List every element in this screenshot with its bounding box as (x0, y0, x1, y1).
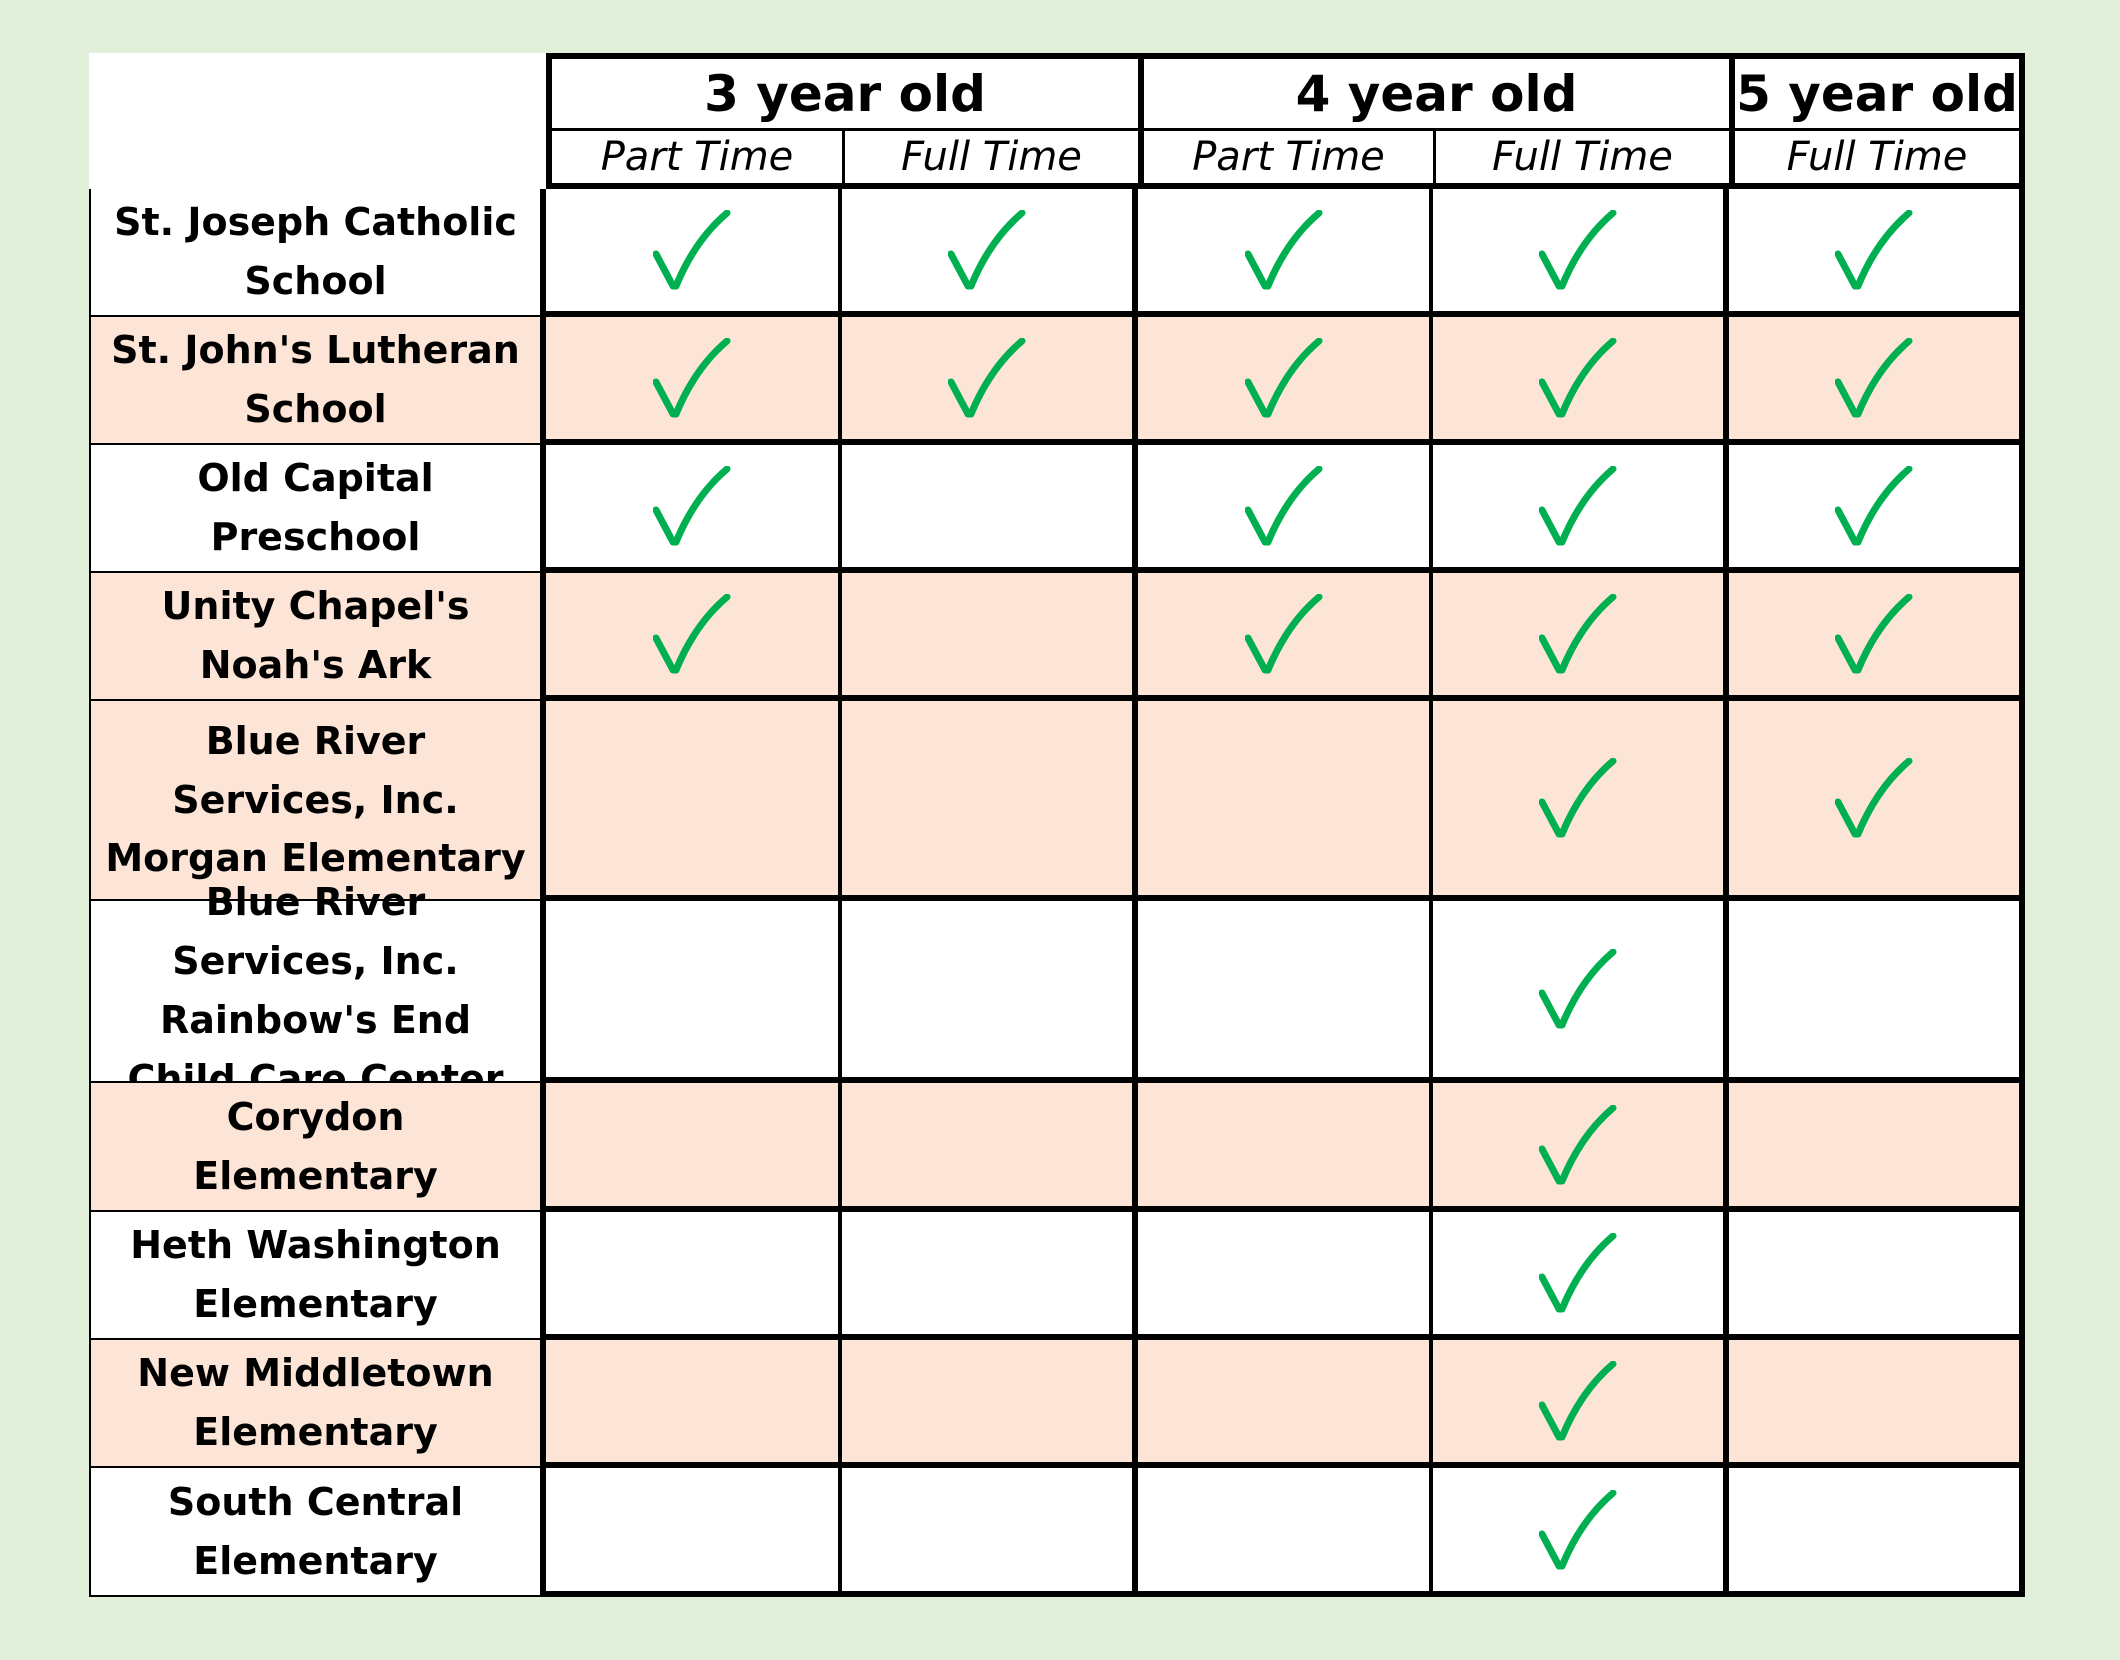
check-cell-4yo-full-time (1433, 1468, 1729, 1597)
check-cell-3yo-full-time (842, 701, 1138, 901)
check-cell-5yo-full-time (1729, 901, 2025, 1083)
check-cell-4yo-part-time (1138, 445, 1433, 573)
checkmark-icon (1539, 758, 1617, 838)
check-cell-4yo-part-time (1138, 901, 1433, 1083)
check-cell-3yo-full-time (842, 1468, 1138, 1597)
check-cell-4yo-full-time (1433, 445, 1729, 573)
checkmark-icon (1539, 1233, 1617, 1313)
check-cell-4yo-part-time (1138, 1340, 1433, 1468)
check-cell-5yo-full-time (1729, 701, 2025, 901)
subheader-5yo-full-time: Full Time (1729, 131, 2025, 189)
group-header-4-year-old: 4 year old (1138, 53, 1729, 131)
row-label: New Middletown Elementary (89, 1340, 546, 1468)
checkmark-icon (1539, 1489, 1617, 1569)
check-cell-4yo-full-time (1433, 701, 1729, 901)
check-cell-3yo-full-time (842, 1340, 1138, 1468)
program-availability-table: 3 year old 4 year old 5 year old Part Ti… (89, 53, 2025, 1597)
table-corner (89, 53, 546, 189)
check-cell-3yo-full-time (842, 901, 1138, 1083)
checkmark-icon (653, 466, 731, 546)
check-cell-3yo-part-time (546, 317, 842, 445)
check-cell-5yo-full-time (1729, 573, 2025, 701)
checkmark-icon (1835, 338, 1913, 418)
check-cell-4yo-full-time (1433, 573, 1729, 701)
check-cell-3yo-part-time (546, 1468, 842, 1597)
checkmark-icon (1835, 758, 1913, 838)
check-cell-5yo-full-time (1729, 317, 2025, 445)
check-cell-3yo-full-time (842, 1083, 1138, 1212)
checkmark-icon (1244, 594, 1322, 674)
checkmark-icon (1835, 594, 1913, 674)
checkmark-icon (948, 210, 1026, 290)
checkmark-icon (1539, 210, 1617, 290)
check-cell-5yo-full-time (1729, 1083, 2025, 1212)
row-label: South Central Elementary (89, 1468, 546, 1597)
group-header-5-year-old: 5 year old (1729, 53, 2025, 131)
checkmark-icon (1539, 338, 1617, 418)
checkmark-icon (948, 338, 1026, 418)
check-cell-4yo-full-time (1433, 317, 1729, 445)
checkmark-icon (653, 594, 731, 674)
check-cell-5yo-full-time (1729, 1212, 2025, 1340)
checkmark-icon (1539, 1104, 1617, 1184)
checkmark-icon (1244, 338, 1322, 418)
checkmark-icon (1244, 210, 1322, 290)
checkmark-icon (653, 210, 731, 290)
check-cell-3yo-part-time (546, 189, 842, 317)
check-cell-4yo-full-time (1433, 1083, 1729, 1212)
checkmark-icon (1244, 466, 1322, 546)
check-cell-4yo-full-time (1433, 189, 1729, 317)
check-cell-4yo-full-time (1433, 1212, 1729, 1340)
subheader-4yo-part-time: Part Time (1138, 131, 1433, 189)
row-label: St. John's Lutheran School (89, 317, 546, 445)
check-cell-3yo-full-time (842, 189, 1138, 317)
row-label: Blue River Services, Inc. Rainbow's End … (89, 880, 546, 1101)
check-cell-3yo-full-time (842, 317, 1138, 445)
row-label: Old Capital Preschool (89, 445, 546, 573)
row-label: St. Joseph Catholic School (89, 189, 546, 317)
check-cell-5yo-full-time (1729, 1468, 2025, 1597)
check-cell-3yo-full-time (842, 1212, 1138, 1340)
row-label: Blue River Services, Inc. Morgan Element… (89, 701, 546, 901)
check-cell-4yo-full-time (1433, 901, 1729, 1083)
check-cell-4yo-part-time (1138, 317, 1433, 445)
check-cell-4yo-part-time (1138, 701, 1433, 901)
check-cell-3yo-part-time (546, 901, 842, 1083)
subheader-3yo-full-time: Full Time (842, 131, 1138, 189)
row-label: Corydon Elementary (89, 1083, 546, 1212)
row-label: Heth Washington Elementary (89, 1212, 546, 1340)
checkmark-icon (1539, 1361, 1617, 1441)
check-cell-3yo-part-time (546, 701, 842, 901)
checkmark-icon (653, 338, 731, 418)
check-cell-4yo-part-time (1138, 1468, 1433, 1597)
check-cell-4yo-full-time (1433, 1340, 1729, 1468)
group-header-3-year-old: 3 year old (546, 53, 1138, 131)
check-cell-3yo-part-time (546, 573, 842, 701)
check-cell-5yo-full-time (1729, 445, 2025, 573)
check-cell-3yo-part-time (546, 445, 842, 573)
checkmark-icon (1835, 466, 1913, 546)
check-cell-3yo-part-time (546, 1212, 842, 1340)
checkmark-icon (1539, 949, 1617, 1029)
checkmark-icon (1539, 594, 1617, 674)
check-cell-5yo-full-time (1729, 189, 2025, 317)
subheader-3yo-part-time: Part Time (546, 131, 842, 189)
subheader-4yo-full-time: Full Time (1433, 131, 1729, 189)
check-cell-4yo-part-time (1138, 189, 1433, 317)
checkmark-icon (1835, 210, 1913, 290)
check-cell-3yo-part-time (546, 1340, 842, 1468)
row-label: Unity Chapel's Noah's Ark (89, 573, 546, 701)
check-cell-5yo-full-time (1729, 1340, 2025, 1468)
check-cell-3yo-part-time (546, 1083, 842, 1212)
checkmark-icon (1539, 466, 1617, 546)
check-cell-4yo-part-time (1138, 573, 1433, 701)
check-cell-4yo-part-time (1138, 1212, 1433, 1340)
check-cell-4yo-part-time (1138, 1083, 1433, 1212)
check-cell-3yo-full-time (842, 445, 1138, 573)
check-cell-3yo-full-time (842, 573, 1138, 701)
